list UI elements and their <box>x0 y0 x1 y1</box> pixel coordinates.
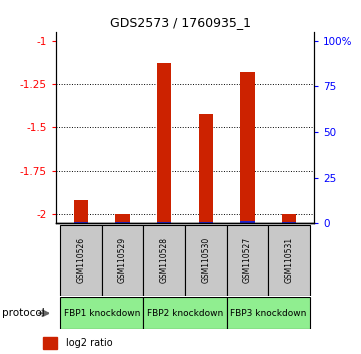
Bar <box>282 214 296 223</box>
Bar <box>268 225 310 296</box>
Bar <box>157 63 171 223</box>
Text: protocol: protocol <box>2 308 44 318</box>
Text: GSM110530: GSM110530 <box>201 237 210 283</box>
Bar <box>115 214 130 223</box>
Text: GSM110529: GSM110529 <box>118 237 127 283</box>
Text: FBP3 knockdown: FBP3 knockdown <box>230 309 306 318</box>
Bar <box>74 222 88 223</box>
Bar <box>282 222 296 223</box>
Text: FBP1 knockdown: FBP1 knockdown <box>64 309 140 318</box>
Bar <box>115 222 130 223</box>
Text: FBP2 knockdown: FBP2 knockdown <box>147 309 223 318</box>
Bar <box>143 297 227 329</box>
Text: GSM110531: GSM110531 <box>284 237 293 283</box>
Bar <box>143 225 185 296</box>
Text: log2 ratio: log2 ratio <box>66 338 112 348</box>
Bar <box>199 114 213 223</box>
Bar <box>240 72 255 223</box>
Bar <box>240 221 255 223</box>
Bar <box>60 225 102 296</box>
Bar <box>157 222 171 223</box>
Text: GSM110527: GSM110527 <box>243 237 252 283</box>
Text: GSM110528: GSM110528 <box>160 237 169 283</box>
Bar <box>102 225 143 296</box>
Text: GDS2573 / 1760935_1: GDS2573 / 1760935_1 <box>110 16 251 29</box>
Bar <box>227 297 310 329</box>
Bar <box>43 337 57 348</box>
Bar <box>60 297 143 329</box>
Text: GSM110526: GSM110526 <box>77 237 86 283</box>
Bar <box>185 225 227 296</box>
Bar <box>74 200 88 223</box>
Bar <box>227 225 268 296</box>
Bar <box>199 222 213 223</box>
